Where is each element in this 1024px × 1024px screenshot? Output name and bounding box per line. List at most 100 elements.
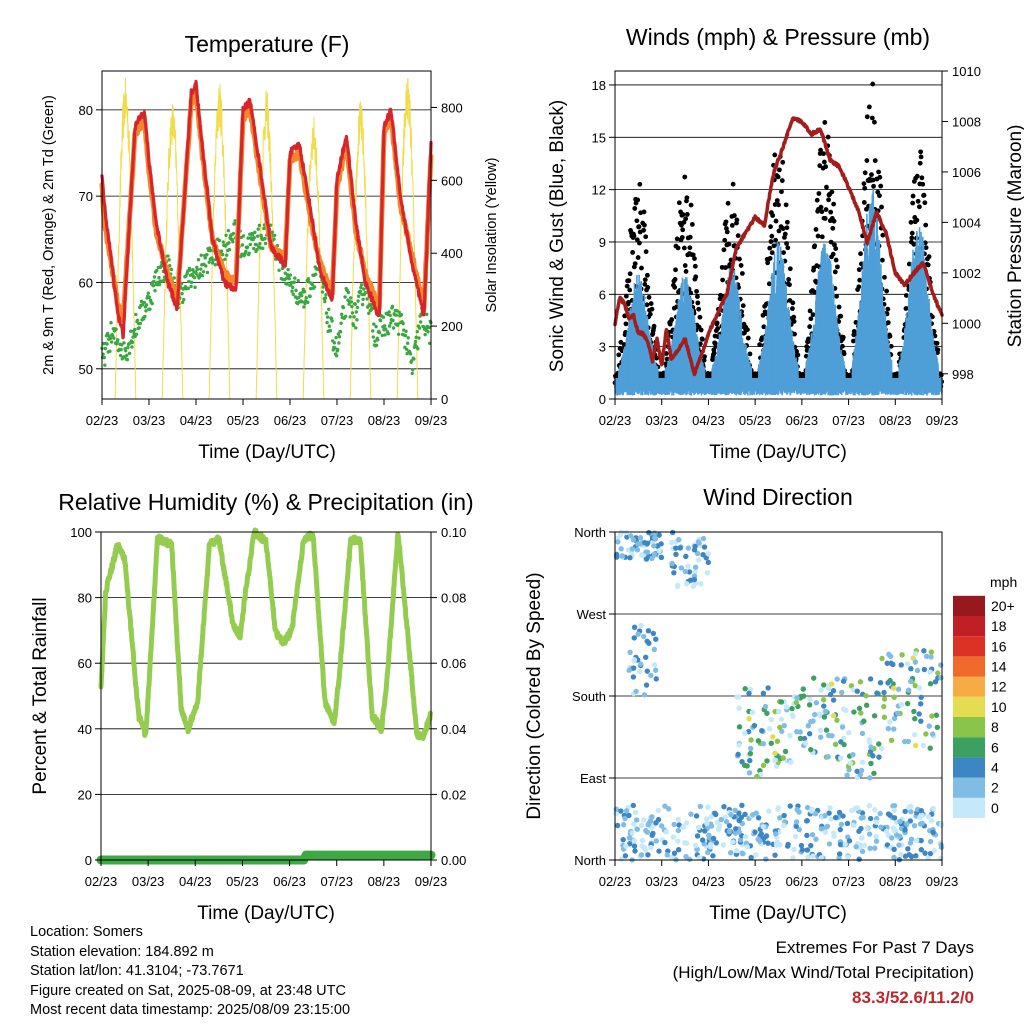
gust-point <box>921 192 927 198</box>
dewpoint-point <box>394 313 399 317</box>
direction-point <box>863 693 869 699</box>
gust-point <box>626 300 631 305</box>
direction-point <box>613 806 619 812</box>
dewpoint-point <box>109 321 113 325</box>
direction-point <box>746 715 752 722</box>
dewpoint-point <box>376 338 380 342</box>
dewpoint-point <box>159 264 163 268</box>
dewpoint-point <box>233 219 237 223</box>
direction-point <box>929 713 935 719</box>
dewpoint-point <box>338 330 343 334</box>
gust-point <box>623 321 629 327</box>
direction-point <box>670 834 677 840</box>
direction-point <box>760 740 767 747</box>
direction-point <box>784 843 791 849</box>
direction-point <box>674 582 681 588</box>
dewpoint-point <box>341 305 346 310</box>
dewpoint-point <box>334 335 338 340</box>
dewpoint-point <box>327 324 331 328</box>
dewpoint-point <box>411 368 415 372</box>
direction-point <box>838 821 845 828</box>
dewpoint-point <box>381 315 386 319</box>
dewpoint-point <box>299 293 304 298</box>
direction-point <box>656 532 662 538</box>
gust-point <box>819 234 825 240</box>
dewpoint-point <box>151 284 156 288</box>
gust-point <box>785 245 791 251</box>
gust-point <box>634 218 640 224</box>
dewpoint-point <box>217 238 222 243</box>
direction-point <box>658 823 665 829</box>
gust-point <box>790 300 796 306</box>
dewpoint-point <box>406 336 410 340</box>
direction-point <box>694 550 701 557</box>
x-tick-label: 06/23 <box>786 413 819 428</box>
direction-point <box>782 748 789 755</box>
direction-point <box>736 817 742 824</box>
direction-point <box>755 738 762 744</box>
direction-point <box>780 822 787 828</box>
direction-point <box>713 811 719 818</box>
legend-label: 10 <box>991 699 1007 715</box>
dewpoint-point <box>102 355 106 360</box>
direction-point <box>793 819 800 825</box>
direction-point <box>908 836 915 842</box>
direction-point <box>760 690 767 696</box>
gust-point <box>832 269 838 275</box>
gust-point <box>644 272 650 278</box>
dewpoint-point <box>255 234 260 238</box>
gust-point <box>833 257 839 263</box>
gust-point <box>914 217 920 223</box>
direction-point <box>707 844 714 850</box>
direction-point <box>671 570 677 576</box>
x-tick-label: 03/23 <box>645 413 678 428</box>
winds-panel: Winds (mph) & Pressure (mb) 02/23 03/23 04… <box>547 24 1024 463</box>
winds-ylabel: Sonic Wind & Gust (Blue, Black) <box>547 100 568 372</box>
gust-point <box>738 263 744 268</box>
direction-point <box>916 685 923 691</box>
gust-point <box>730 181 736 187</box>
gust-point <box>903 293 909 298</box>
gust-point <box>795 352 801 358</box>
dewpoint-point <box>211 258 215 263</box>
y-tick-label: North <box>574 525 606 540</box>
gust-point <box>632 206 638 211</box>
dewpoint-point <box>361 287 366 291</box>
winds-xlabel: Time (Day/UTC) <box>709 442 847 463</box>
dewpoint-point <box>302 305 306 309</box>
gust-point <box>649 306 655 312</box>
dewpoint-point <box>147 295 152 299</box>
direction-point <box>641 817 647 823</box>
dewpoint-point <box>133 327 137 332</box>
dewpoint-point <box>324 293 328 297</box>
direction-point <box>871 713 878 719</box>
direction-point <box>642 847 649 853</box>
direction-point <box>746 690 752 696</box>
dewpoint-point <box>358 289 363 294</box>
direction-point <box>631 657 638 663</box>
dewpoint-point <box>292 280 297 284</box>
gust-point <box>688 202 694 208</box>
direction-point <box>881 689 887 696</box>
y-right-tick-label: 1006 <box>952 165 981 180</box>
direction-point <box>776 708 782 715</box>
gust-point <box>624 283 630 289</box>
direction-point <box>636 668 643 675</box>
y-tick-label: South <box>572 689 606 704</box>
gust-point <box>888 343 894 349</box>
direction-point <box>790 855 796 861</box>
station-info: Location: Somers Station elevation: 184.… <box>30 923 350 1021</box>
gust-point <box>911 241 917 247</box>
direction-point <box>794 728 800 735</box>
direction-point <box>820 697 827 703</box>
dewpoint-point <box>363 291 368 295</box>
gust-point <box>906 261 912 267</box>
direction-point <box>858 815 864 821</box>
gust-point <box>879 257 885 263</box>
gust-point <box>786 277 792 282</box>
dewpoint-point <box>139 299 144 304</box>
legend-swatch <box>953 717 985 738</box>
gust-point <box>864 114 870 120</box>
gust-point <box>767 255 773 261</box>
direction-point <box>810 853 816 859</box>
